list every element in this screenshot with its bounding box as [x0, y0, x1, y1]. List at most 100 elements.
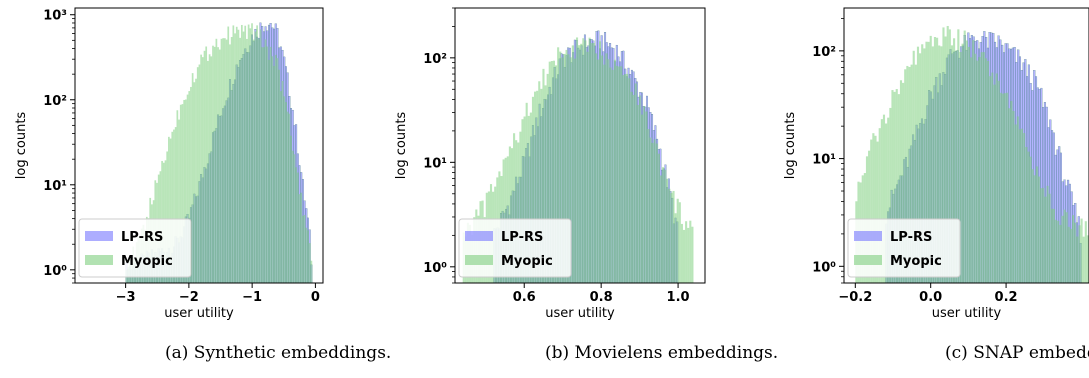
- histogram-bar-myopic-61: [590, 43, 593, 283]
- plot-frame: [74, 7, 324, 284]
- histogram-bar-myopic-15: [887, 117, 890, 283]
- histogram-bar-myopic-28: [521, 119, 524, 283]
- histogram-bar-myopic-70: [244, 25, 247, 283]
- histogram-bar-myopic-59: [980, 52, 983, 283]
- legend-swatch: [465, 255, 493, 265]
- histogram-bar-myopic-84: [1033, 175, 1036, 283]
- histogram-bar-myopic-48: [207, 60, 209, 283]
- histogram-bar-myopic-38: [936, 37, 939, 283]
- histogram-bar-myopic-65: [599, 41, 602, 283]
- histogram-bar-myopic-40: [940, 46, 943, 283]
- histogram-bar-myopic-52: [571, 45, 574, 283]
- histogram-bar-myopic-43: [946, 25, 949, 283]
- x-axis-label: user utility: [545, 306, 615, 321]
- histogram-bar-myopic-83: [636, 104, 639, 283]
- y-tick-label: 10⁰: [812, 260, 836, 275]
- y-axis-label: log counts: [14, 112, 29, 180]
- histogram-bar-myopic-49: [959, 52, 962, 283]
- histogram-bar-myopic-34: [183, 99, 185, 283]
- histogram-bar-myopic-29: [916, 46, 920, 283]
- legend-label: Myopic: [890, 254, 942, 269]
- histogram-bar-myopic-78: [626, 73, 629, 283]
- histogram-bar-myopic-73: [1010, 100, 1013, 283]
- histogram-bar-myopic-33: [181, 104, 184, 283]
- histogram-bar-myopic-108: [308, 243, 311, 283]
- histogram-bar-myopic-50: [210, 56, 213, 283]
- histogram-bar-myopic-79: [259, 29, 262, 283]
- histogram-bar-myopic-96: [288, 113, 291, 283]
- histogram-bar-myopic-47: [561, 57, 564, 283]
- histogram-bar-myopic-82: [634, 83, 637, 283]
- histogram-bar-myopic-13: [882, 114, 886, 283]
- histogram-bar-myopic-14: [885, 123, 888, 283]
- histogram-bar-myopic-34: [927, 41, 930, 283]
- histogram-bar-myopic-89: [649, 137, 652, 283]
- histogram-bar-myopic-55: [218, 49, 221, 283]
- histogram-bar-myopic-53: [967, 46, 971, 283]
- histogram-bar-myopic-36: [186, 94, 189, 283]
- histogram-bar-myopic-32: [529, 112, 532, 283]
- histogram-bar-myopic-89: [1044, 196, 1047, 283]
- histogram-bar-myopic-58: [978, 57, 981, 283]
- histogram-bar-myopic-42: [196, 67, 199, 283]
- histogram-bar-myopic-63: [989, 76, 992, 283]
- histogram-bar-myopic-26: [169, 138, 172, 283]
- histogram-bar-myopic-83: [1031, 169, 1034, 283]
- histogram-bar-myopic-99: [670, 192, 673, 283]
- histogram-bar-myopic-38: [542, 68, 545, 283]
- histogram-bar-myopic-45: [950, 45, 954, 283]
- histogram-bar-myopic-53: [573, 58, 576, 283]
- histogram-bar-myopic-24: [166, 151, 169, 283]
- histogram-bar-myopic-8: [872, 133, 875, 283]
- histogram-bar-myopic-68: [240, 24, 243, 283]
- x-tick-label: −0.2: [838, 290, 872, 305]
- histogram-bar-myopic-101: [674, 213, 677, 283]
- histogram-bar-myopic-78: [1021, 128, 1024, 283]
- histogram-bar-myopic-23: [510, 148, 514, 283]
- legend-swatch: [854, 231, 882, 241]
- histogram-bar-myopic-91: [653, 139, 656, 283]
- histogram-bar-myopic-105: [303, 214, 306, 283]
- histogram-bar-myopic-32: [179, 104, 182, 283]
- histogram-bar-myopic-56: [220, 38, 223, 283]
- histogram-bar-myopic-103: [300, 192, 303, 283]
- x-tick-label: −3: [116, 290, 136, 305]
- histogram-bar-myopic-98: [668, 188, 671, 283]
- histogram-bar-myopic-37: [188, 91, 191, 283]
- histogram-bar-myopic-93: [657, 153, 660, 283]
- x-tick-label: −1: [242, 290, 262, 305]
- histogram-bar-myopic-57: [222, 38, 225, 283]
- histogram-bar-myopic-97: [1061, 215, 1064, 283]
- histogram-bar-myopic-26: [910, 64, 913, 283]
- histogram-bar-myopic-44: [948, 29, 951, 283]
- histogram-bar-myopic-48: [957, 29, 960, 283]
- histogram-bar-myopic-69: [1001, 93, 1005, 283]
- histogram-bar-myopic-27: [171, 131, 174, 283]
- histogram-bar-myopic-21: [899, 80, 903, 283]
- histogram-bar-myopic-46: [559, 51, 562, 283]
- histogram-bar-myopic-95: [286, 111, 289, 283]
- y-tick-label: 10⁰: [43, 264, 67, 279]
- histogram-bar-myopic-62: [230, 37, 233, 283]
- histogram-bar-myopic-27: [519, 131, 522, 283]
- histogram-bar-myopic-36: [538, 81, 541, 283]
- histogram-bar-myopic-43: [198, 64, 201, 283]
- histogram-bar-myopic-33: [531, 96, 535, 283]
- x-tick-label: 0.2: [995, 290, 1018, 305]
- histogram-bar-myopic-46: [953, 38, 956, 283]
- histogram-bar-myopic-57: [582, 38, 585, 283]
- histogram-bar-myopic-27: [912, 50, 915, 283]
- histogram-bar-myopic-29: [523, 116, 526, 283]
- figure-caption: (a) Synthetic embeddings.: [165, 343, 391, 363]
- legend-label: Myopic: [501, 254, 553, 269]
- histogram-bar-myopic-70: [609, 67, 612, 283]
- histogram-bar-myopic-90: [278, 69, 281, 283]
- y-tick-label: 10⁰: [423, 261, 447, 276]
- histogram-bar-myopic-97: [666, 178, 669, 283]
- histogram-bar-myopic-39: [938, 45, 941, 283]
- histogram-bar-myopic-71: [246, 38, 248, 283]
- x-tick-label: 0.8: [590, 290, 613, 305]
- y-tick-label: 10¹: [423, 156, 447, 171]
- histogram-bar-myopic-71: [1006, 92, 1009, 283]
- histogram-bar-myopic-81: [1027, 151, 1030, 283]
